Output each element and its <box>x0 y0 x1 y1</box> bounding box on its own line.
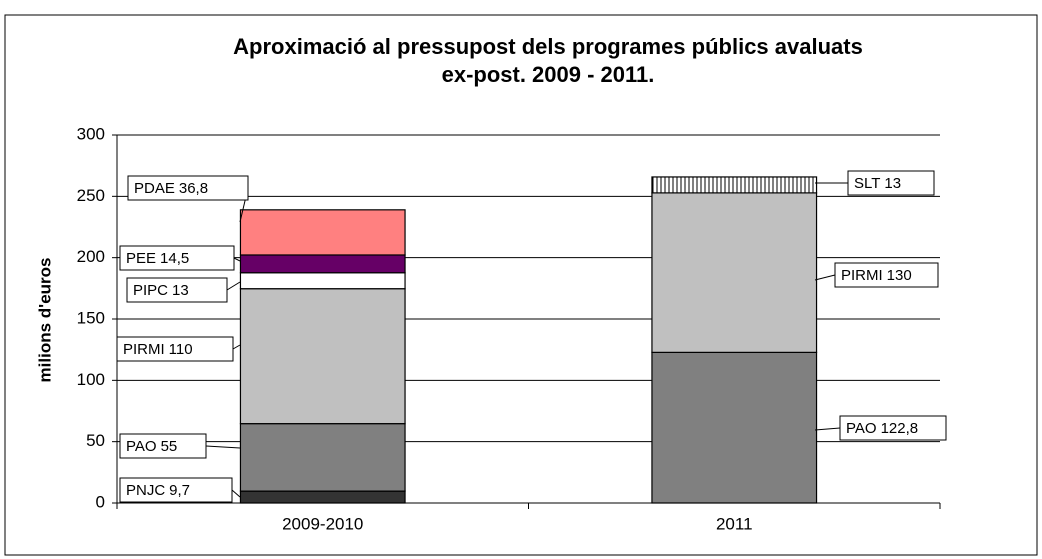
callout-leader <box>205 445 241 449</box>
data-label-value: 13 <box>884 175 901 192</box>
bar-segment <box>651 192 818 353</box>
data-label: PIPC 13 <box>133 282 189 299</box>
data-label: PIRMI 130 <box>841 267 912 284</box>
callout-box <box>119 477 233 503</box>
y-tick-label: 200 <box>77 247 105 266</box>
callout-box <box>126 277 228 303</box>
callout-box <box>847 170 935 196</box>
callout-box <box>127 175 249 201</box>
x-tick-label: 2009-2010 <box>282 514 363 533</box>
data-label-name: SLT <box>854 175 880 192</box>
bar-segment <box>651 351 818 504</box>
chart-title: ex-post. 2009 - 2011. <box>442 62 655 87</box>
y-tick-label: 50 <box>86 431 105 450</box>
y-tick-label: 150 <box>77 308 105 327</box>
data-label-value: 36,8 <box>179 180 208 197</box>
callout-box <box>834 262 939 288</box>
data-label-value: 14,5 <box>160 250 189 267</box>
data-label: PIRMI 110 <box>123 341 193 358</box>
data-label: PAO 55 <box>126 438 177 455</box>
y-tick-label: 100 <box>77 370 105 389</box>
data-label-name: PIPC <box>133 282 168 299</box>
data-label-value: 110 <box>169 341 193 358</box>
callout-leader <box>233 257 241 262</box>
data-label: PNJC 9,7 <box>126 482 190 499</box>
data-label-name: PIRMI <box>841 267 883 284</box>
callout-box <box>119 245 235 271</box>
data-label-name: PEE <box>126 250 156 267</box>
data-label-value: 130 <box>887 267 912 284</box>
bar-segment <box>239 423 406 492</box>
bar-segment <box>239 288 406 425</box>
callout-leader <box>814 274 836 281</box>
y-tick-label: 300 <box>77 124 105 143</box>
data-label-name: PAO <box>126 438 157 455</box>
y-tick-label: 250 <box>77 186 105 205</box>
bar-segment <box>239 209 406 256</box>
data-label: SLT 13 <box>854 175 901 192</box>
callout-leader <box>814 427 841 431</box>
data-label-name: PAO <box>846 420 877 437</box>
data-label-value: 122,8 <box>881 420 919 437</box>
bar-segment <box>239 254 406 274</box>
callout-leader <box>226 281 241 291</box>
y-axis-title: milions d'euros <box>35 258 54 383</box>
data-label-name: PDAE <box>134 180 175 197</box>
callout-box <box>116 336 234 362</box>
data-label: PEE 14,5 <box>126 250 189 267</box>
bar-segment <box>239 490 406 504</box>
data-label: PAO 122,8 <box>846 420 918 437</box>
data-label-value: 55 <box>161 438 178 455</box>
data-label-name: PNJC <box>126 482 165 499</box>
data-label-value: 9,7 <box>169 482 190 499</box>
data-label-value: 13 <box>172 282 189 299</box>
callout-box <box>839 415 947 441</box>
data-label-name: PIRMI <box>123 341 165 358</box>
callout-box <box>119 433 207 459</box>
chart-title: Aproximació al pressupost dels programes… <box>233 34 863 59</box>
data-label: PDAE 36,8 <box>134 180 208 197</box>
y-tick-label: 0 <box>96 492 105 511</box>
bar-segment <box>651 176 818 194</box>
callout-leader <box>231 489 241 498</box>
x-tick-label: 2011 <box>716 514 753 533</box>
callout-leader <box>232 344 241 350</box>
bar-segment <box>239 272 406 290</box>
